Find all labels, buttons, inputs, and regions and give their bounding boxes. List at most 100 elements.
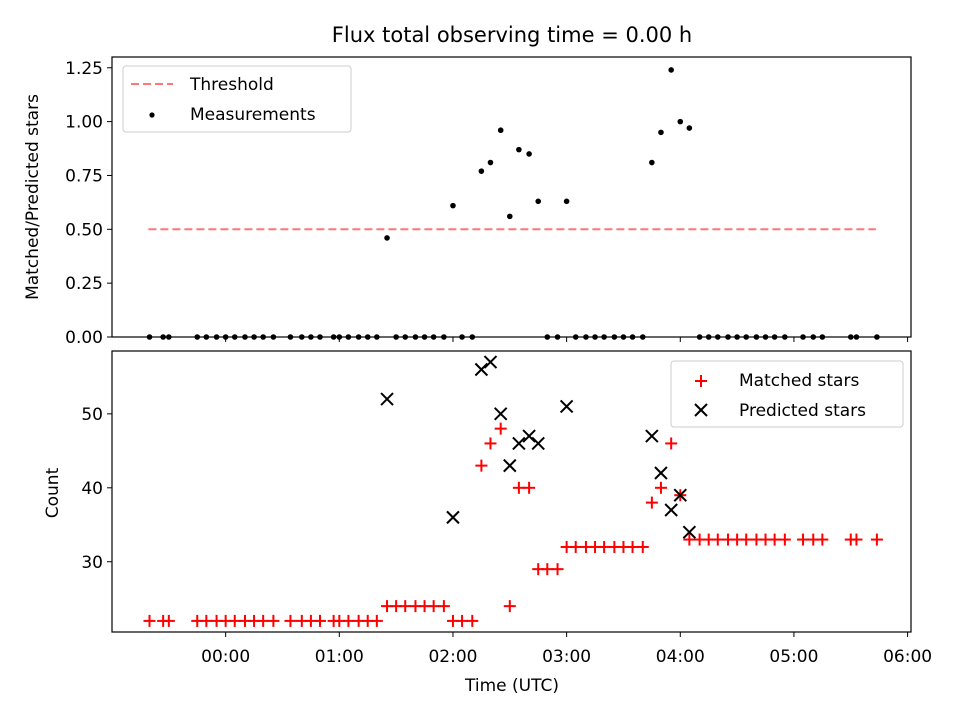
matched-star-marker	[551, 563, 564, 576]
predicted-star-stroke-b	[654, 466, 668, 480]
measurement-point	[497, 127, 504, 134]
predicted-star-stroke-b	[380, 392, 394, 406]
bottom-x-tick-label: 02:00	[428, 647, 477, 667]
bottom-x-tick-label: 04:00	[656, 647, 705, 667]
matched-star-marker	[313, 614, 326, 627]
matched-star-marker	[778, 533, 791, 546]
matched-star-marker	[598, 540, 611, 553]
predicted-star-stroke-b	[483, 355, 498, 369]
matched-star-marker	[475, 459, 488, 472]
matched-star-marker	[494, 422, 507, 435]
measurement-point	[516, 146, 522, 153]
measurement-point	[686, 125, 693, 131]
measurement-point	[487, 159, 494, 166]
matched-star-marker	[569, 540, 582, 553]
measurement-point	[658, 129, 664, 136]
matched-star-marker	[143, 614, 156, 627]
measurement-point	[535, 198, 542, 205]
predicted-star-marker	[673, 488, 687, 502]
predicted-star-marker	[645, 429, 659, 443]
top-panel: 0.00 0.25 0.50 0.75 1.00 1.25 Matched/Predict…	[23, 56, 912, 348]
legend-matched-label: Matched stars	[739, 371, 859, 391]
predicted-star-stroke-b	[673, 488, 687, 502]
matched-star-marker	[665, 437, 678, 450]
matched-star-marker	[626, 540, 639, 553]
measurement-point	[506, 213, 513, 220]
legend-measurements-swatch	[149, 112, 155, 118]
x-axis-label: Time (UTC)	[464, 676, 559, 696]
legend-predicted-swatch	[694, 403, 708, 417]
measurement-point	[450, 202, 456, 209]
matched-star-marker	[654, 481, 667, 494]
bottom-plot-area	[143, 355, 883, 627]
bottom-y-tick-label: 40	[81, 479, 103, 499]
bottom-x-tick-label: 03:00	[542, 647, 591, 667]
predicted-star-marker	[503, 458, 517, 473]
predicted-star-stroke-b	[512, 436, 526, 451]
matched-star-marker	[768, 533, 781, 546]
predicted-star-marker	[474, 362, 489, 377]
legend-matched-swatch	[695, 375, 707, 387]
matched-star-marker	[816, 533, 829, 546]
bottom-legend: Matched stars Predicted stars	[670, 360, 904, 428]
top-y-tick-label: 0.75	[65, 166, 103, 186]
matched-star-marker	[870, 533, 883, 546]
matched-star-marker	[342, 614, 355, 627]
predicted-star-marker	[380, 392, 394, 406]
matched-star-marker	[257, 614, 270, 627]
bottom-y-tick-label: 50	[81, 405, 103, 425]
bottom-y-ticks: 30 40 50	[81, 405, 112, 573]
top-axes-frame	[111, 56, 912, 338]
predicted-star-marker	[446, 510, 460, 525]
matched-star-marker	[456, 614, 469, 627]
matched-star-marker	[683, 533, 696, 546]
measurement-point	[677, 118, 684, 125]
matched-star-marker	[523, 481, 536, 494]
matched-star-marker	[636, 540, 649, 553]
predicted-star-marker	[559, 399, 574, 414]
predicted-star-marker	[522, 429, 536, 443]
matched-star-marker	[284, 614, 297, 627]
predicted-star-marker	[512, 436, 526, 451]
top-y-tick-label: 1.00	[65, 113, 103, 133]
measurement-point	[478, 168, 485, 174]
bottom-x-tick-label: 01:00	[315, 647, 364, 667]
bottom-y-tick-label: 30	[81, 553, 103, 573]
measurement-point	[649, 159, 655, 166]
matched-star-marker	[484, 437, 497, 450]
bottom-x-tick-label: 00:00	[201, 647, 250, 667]
matched-star-marker	[200, 614, 213, 627]
chart-title: Flux total observing time = 0.00 h	[332, 23, 692, 47]
matched-star-marker	[503, 600, 516, 613]
matched-star-marker	[267, 614, 280, 627]
matched-star-marker	[228, 614, 241, 627]
measurement-point	[526, 151, 532, 157]
matched-star-marker	[740, 533, 753, 546]
top-y-tick-label: 1.25	[65, 59, 103, 79]
matched-star-marker	[162, 614, 175, 627]
top-legend: Threshold Measurements	[122, 65, 352, 133]
predicted-star-stroke-b	[474, 362, 489, 377]
predicted-star-stroke-b	[682, 525, 697, 539]
matched-star-marker	[399, 600, 412, 613]
bottom-x-ticks: 00:00 01:00 02:00 03:00 04:00 05:00 06:00	[201, 632, 932, 667]
bottom-axes-frame	[111, 350, 912, 633]
matched-star-marker	[850, 533, 863, 546]
predicted-star-stroke-b	[531, 436, 545, 451]
matched-star-marker	[541, 563, 554, 576]
predicted-star-marker	[531, 436, 545, 451]
predicted-star-marker	[682, 525, 697, 539]
top-x-ticks	[225, 337, 909, 342]
top-legend-box	[122, 65, 352, 133]
measurement-point	[563, 198, 570, 205]
bottom-y-axis-label: Count	[43, 467, 63, 518]
top-y-tick-label: 0.25	[65, 274, 103, 294]
top-y-tick-label: 0.50	[65, 220, 103, 240]
predicted-star-stroke-b	[559, 399, 574, 414]
predicted-star-marker	[664, 503, 678, 517]
matched-star-marker	[427, 600, 440, 613]
top-y-tick-label: 0.00	[65, 328, 103, 348]
predicted-star-marker	[493, 407, 508, 421]
matched-star-marker	[370, 614, 383, 627]
